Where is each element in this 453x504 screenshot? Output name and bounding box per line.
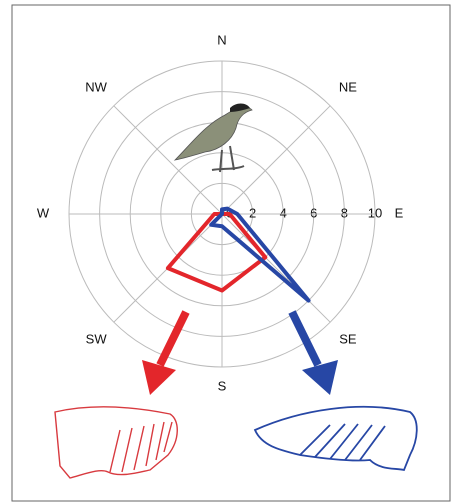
wing-red xyxy=(54,406,178,479)
r-tick-label: 2 xyxy=(249,205,256,220)
spoke xyxy=(113,105,223,215)
spoke xyxy=(221,105,331,215)
frame xyxy=(11,4,451,502)
arrows xyxy=(142,310,338,395)
r-tick-label: 6 xyxy=(310,205,317,220)
spoke xyxy=(221,213,331,323)
series-polygon xyxy=(165,212,268,293)
r-tick-label: 8 xyxy=(341,205,348,220)
direction-label: S xyxy=(218,378,227,393)
wing-blue xyxy=(253,405,418,472)
series-polygon xyxy=(209,206,311,303)
direction-label: SE xyxy=(339,331,357,346)
direction-label: NW xyxy=(85,80,107,95)
direction-label: W xyxy=(37,205,50,220)
r-tick-label: 10 xyxy=(368,205,382,220)
direction-label: E xyxy=(395,205,404,220)
r-tick-label: 4 xyxy=(280,205,287,220)
direction-label: NE xyxy=(339,80,357,95)
bird-illustration xyxy=(173,103,253,173)
direction-label: N xyxy=(217,32,226,47)
marks xyxy=(165,206,311,303)
direction-label: SW xyxy=(86,331,108,346)
